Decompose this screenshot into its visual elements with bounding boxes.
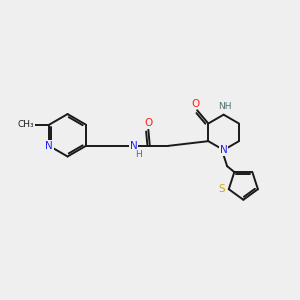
Text: N: N — [130, 141, 137, 151]
Text: O: O — [144, 118, 152, 128]
Text: N: N — [220, 145, 227, 155]
Text: S: S — [218, 184, 225, 194]
Text: CH₃: CH₃ — [18, 120, 34, 129]
Text: H: H — [136, 150, 142, 159]
Text: N: N — [45, 141, 53, 151]
Text: NH: NH — [218, 102, 232, 111]
Text: O: O — [192, 99, 200, 109]
